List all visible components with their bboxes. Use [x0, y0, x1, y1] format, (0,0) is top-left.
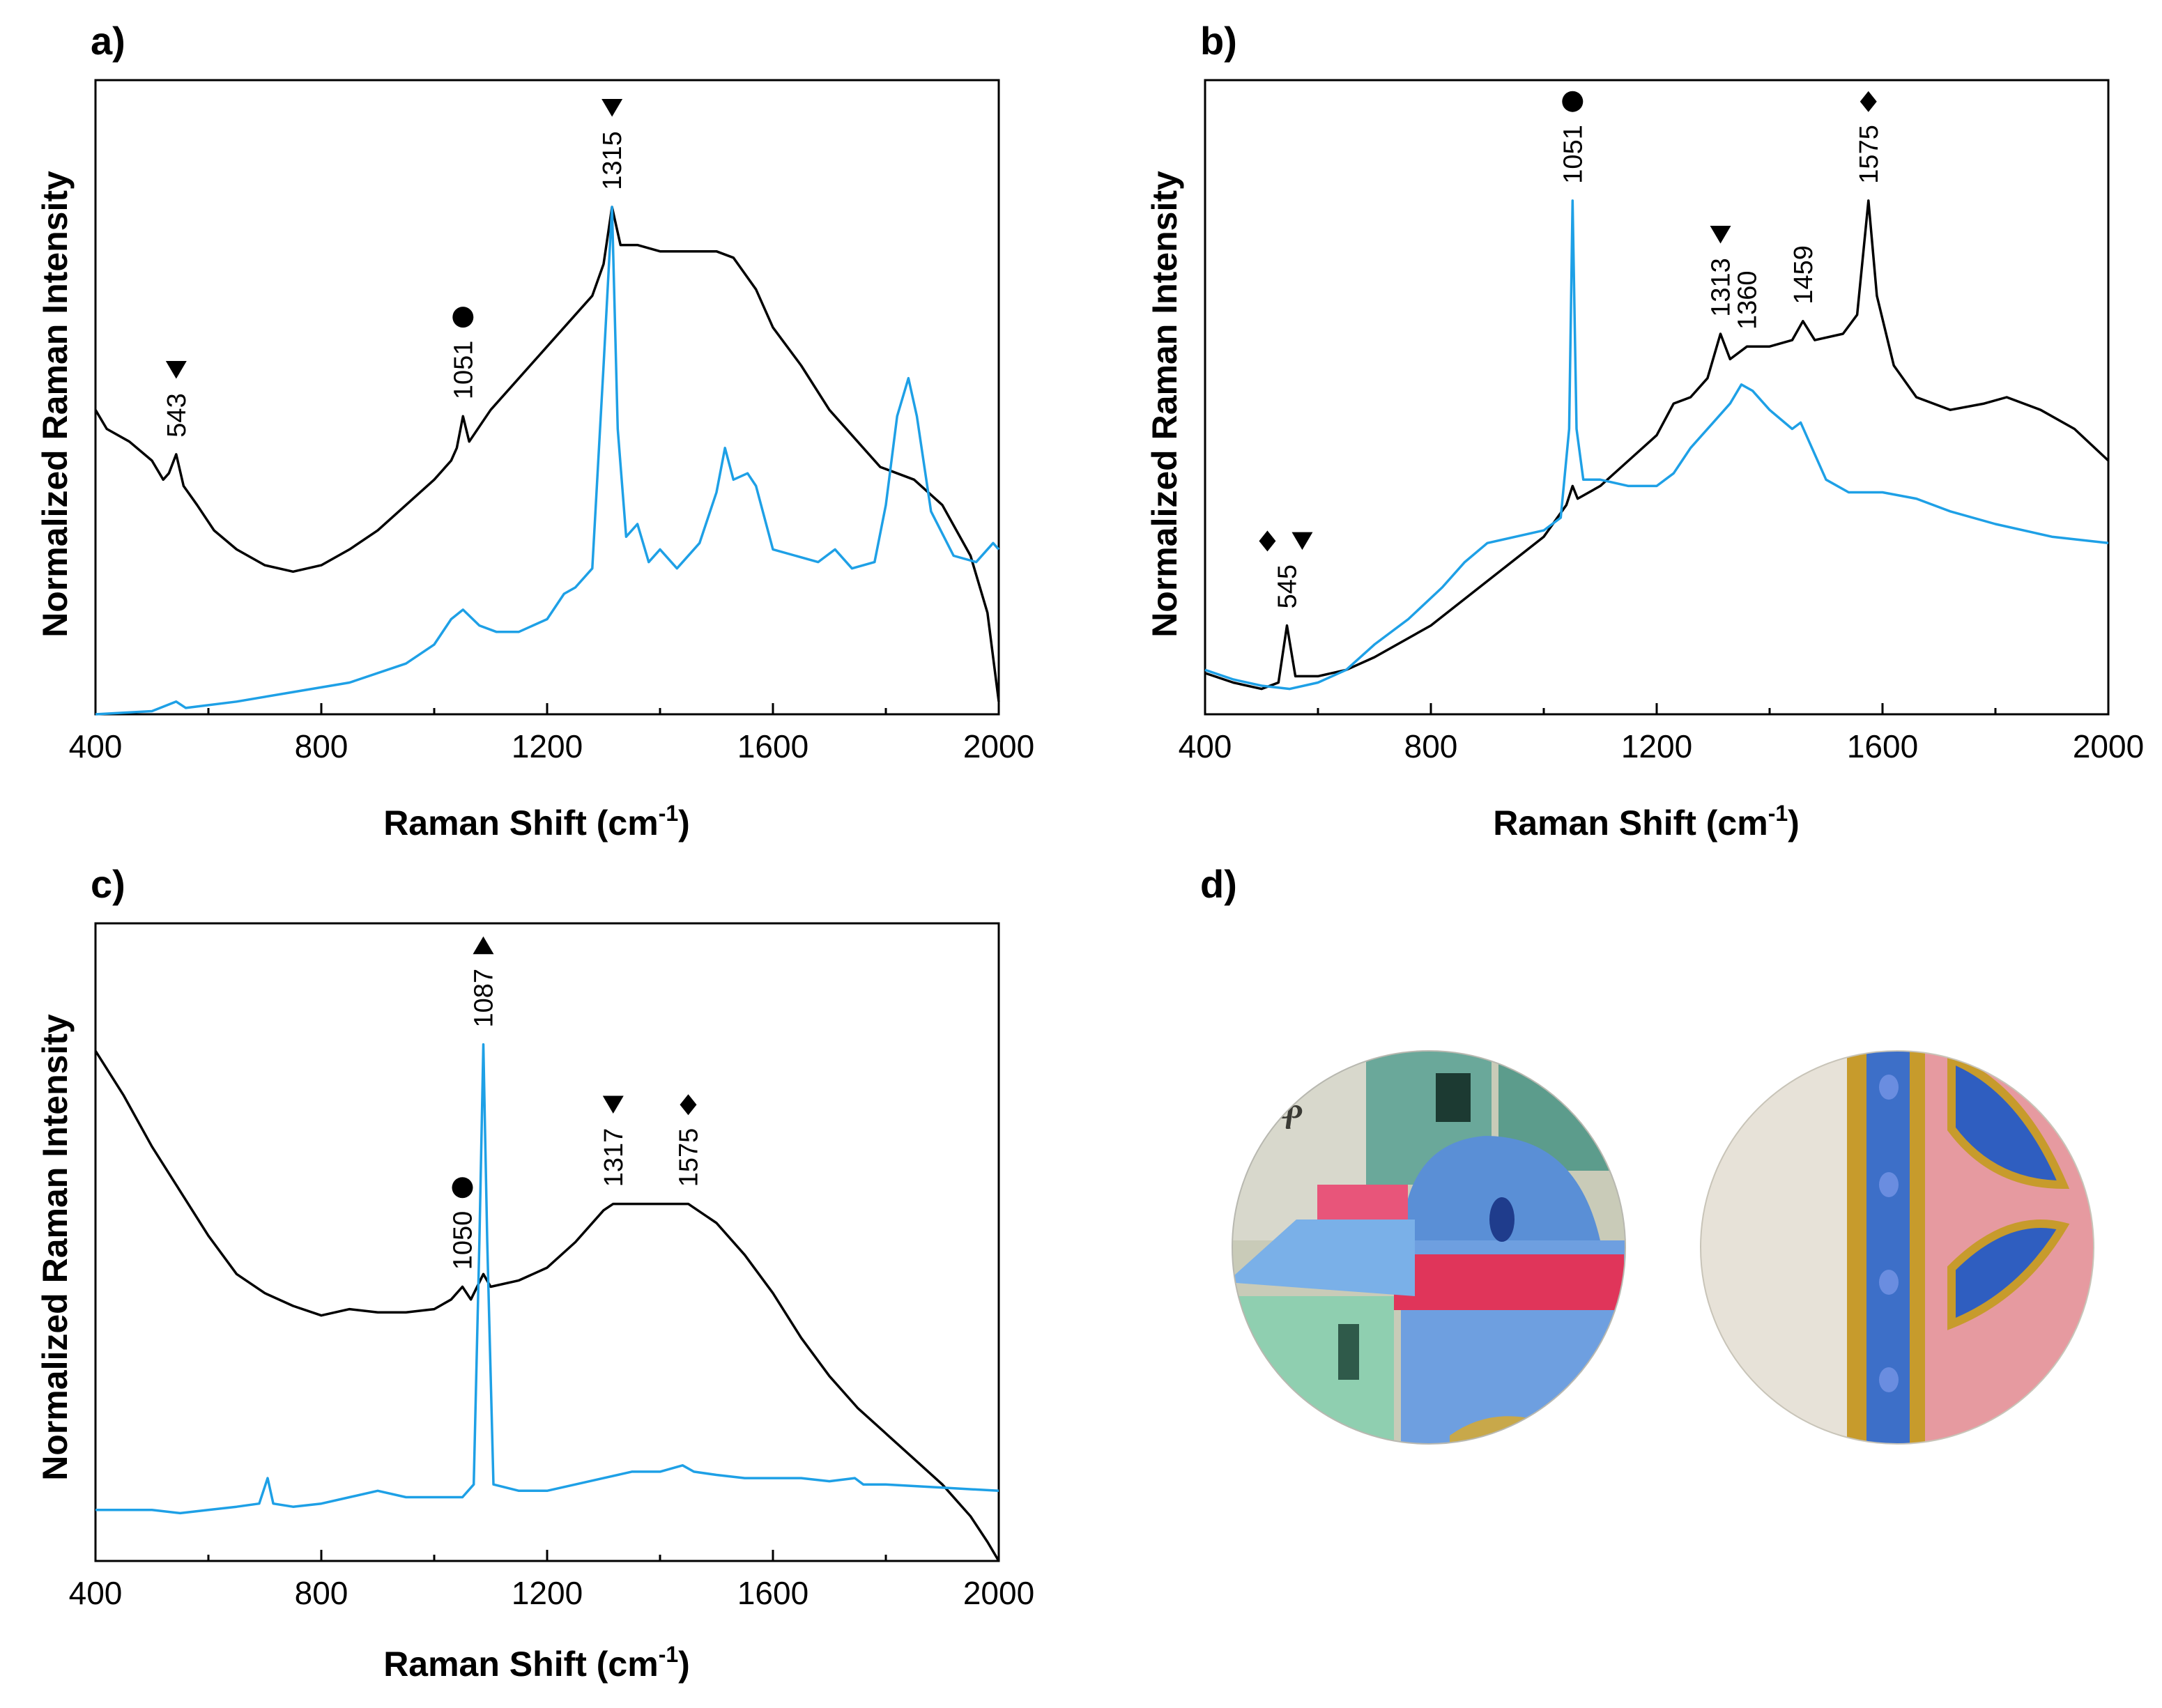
peak-label-b-1360: 1360	[1733, 270, 1763, 330]
panel-b-xlabel-close: )	[1788, 803, 1800, 843]
x-tick-label-b-800: 800	[1404, 728, 1458, 764]
series-line-c-black	[94, 1050, 1000, 1562]
x-tick-label-c-1200: 1200	[512, 1575, 583, 1611]
peak-label-b-1575: 1575	[1855, 125, 1884, 184]
peak-label-a-1315: 1315	[598, 131, 627, 190]
x-tick-label-b-1200: 1200	[1621, 728, 1692, 764]
peak-marker-b-545-diamond	[1259, 530, 1276, 552]
peak-marker-c-1575	[680, 1094, 697, 1116]
peak-label-c-1317: 1317	[599, 1128, 629, 1187]
peak-label-c-1087: 1087	[469, 969, 498, 1028]
x-tick-label-c-1600: 1600	[737, 1575, 808, 1611]
manuscript-miniature-photo-1: ዋ	[1232, 1050, 1626, 1445]
peak-marker-c-1050	[452, 1177, 473, 1199]
x-tick-label-b-400: 400	[1179, 728, 1232, 764]
x-tick-label-a-2000: 2000	[963, 728, 1034, 764]
x-tick-label-a-800: 800	[295, 728, 348, 764]
peak-marker-b-1575	[1860, 91, 1877, 112]
panel-b-xlabel: Raman Shift (cm-1)	[1493, 801, 1800, 843]
panel-c-xlabel-close: )	[678, 1645, 690, 1684]
x-tick-label-b-1600: 1600	[1847, 728, 1918, 764]
panel-c-xlabel: Raman Shift (cm-1)	[383, 1642, 690, 1684]
peak-label-a-543: 543	[162, 393, 192, 437]
peak-label-b-545: 545	[1273, 564, 1302, 608]
peak-marker-a-1315	[601, 99, 623, 117]
x-tick-label-c-800: 800	[295, 1575, 348, 1611]
panel-b-ylabel: Normalized Raman Intensity	[1145, 171, 1184, 638]
panel-c-ylabel: Normalized Raman Intensity	[36, 1014, 75, 1481]
manuscript-miniature-photo-2	[1700, 1050, 2094, 1445]
peak-marker-a-543	[165, 360, 187, 379]
series-line-c-blue	[95, 1043, 999, 1515]
panel-b-letter: b)	[1200, 19, 1237, 63]
peak-marker-b-1313	[1710, 226, 1731, 244]
peak-label-a-1051: 1051	[449, 341, 478, 400]
series-line-a-black	[94, 206, 1000, 702]
panel-a-xlabel-sup: -1	[659, 801, 678, 826]
peak-label-c-1050: 1050	[449, 1211, 478, 1270]
panel-b-xlabel-main: Raman Shift (cm	[1493, 803, 1768, 843]
peak-label-c-1575: 1575	[675, 1128, 704, 1187]
panel-a-xlabel-main: Raman Shift (cm	[383, 803, 659, 843]
panel-a-xlabel: Raman Shift (cm-1)	[383, 801, 690, 843]
plot-frame-b	[1204, 79, 2110, 716]
panel-c-letter: c)	[91, 862, 125, 906]
panel-a-xlabel-close: )	[678, 803, 690, 843]
raman-chart-a: 400 800 1200 1600 2000 543 1051 1315	[69, 79, 1034, 764]
panel-b-xlabel-sup: -1	[1768, 801, 1788, 826]
series-line-b-black	[1204, 199, 2110, 691]
peak-marker-a-1051	[452, 307, 474, 328]
panel-a-ylabel: Normalized Raman Intensity	[36, 171, 75, 638]
panel-c-xlabel-sup: -1	[659, 1642, 678, 1667]
peak-marker-c-1317	[602, 1095, 624, 1114]
peak-label-b-1459: 1459	[1789, 245, 1818, 305]
x-tick-label-c-400: 400	[69, 1575, 123, 1611]
peak-label-b-1313: 1313	[1707, 258, 1736, 317]
plot-frame-c	[94, 922, 1000, 1562]
peak-marker-c-1087	[473, 936, 494, 955]
peak-marker-b-545-triangle	[1291, 532, 1313, 551]
panel-c-xlabel-main: Raman Shift (cm	[383, 1645, 659, 1684]
x-tick-label-c-2000: 2000	[963, 1575, 1034, 1611]
series-line-b-blue	[1204, 199, 2109, 691]
peak-marker-b-1051	[1562, 91, 1584, 112]
x-tick-label-a-1200: 1200	[512, 728, 583, 764]
raman-chart-c: 400 800 1200 1600 2000 1050 1087 1317 1575	[69, 922, 1034, 1611]
peak-label-b-1051: 1051	[1558, 125, 1588, 184]
series-line-a-blue	[95, 206, 1000, 716]
panel-d-letter: d)	[1200, 862, 1237, 906]
x-tick-label-a-400: 400	[69, 728, 123, 764]
panel-a-letter: a)	[91, 19, 125, 63]
x-tick-label-a-1600: 1600	[737, 728, 808, 764]
x-tick-label-b-2000: 2000	[2073, 728, 2144, 764]
